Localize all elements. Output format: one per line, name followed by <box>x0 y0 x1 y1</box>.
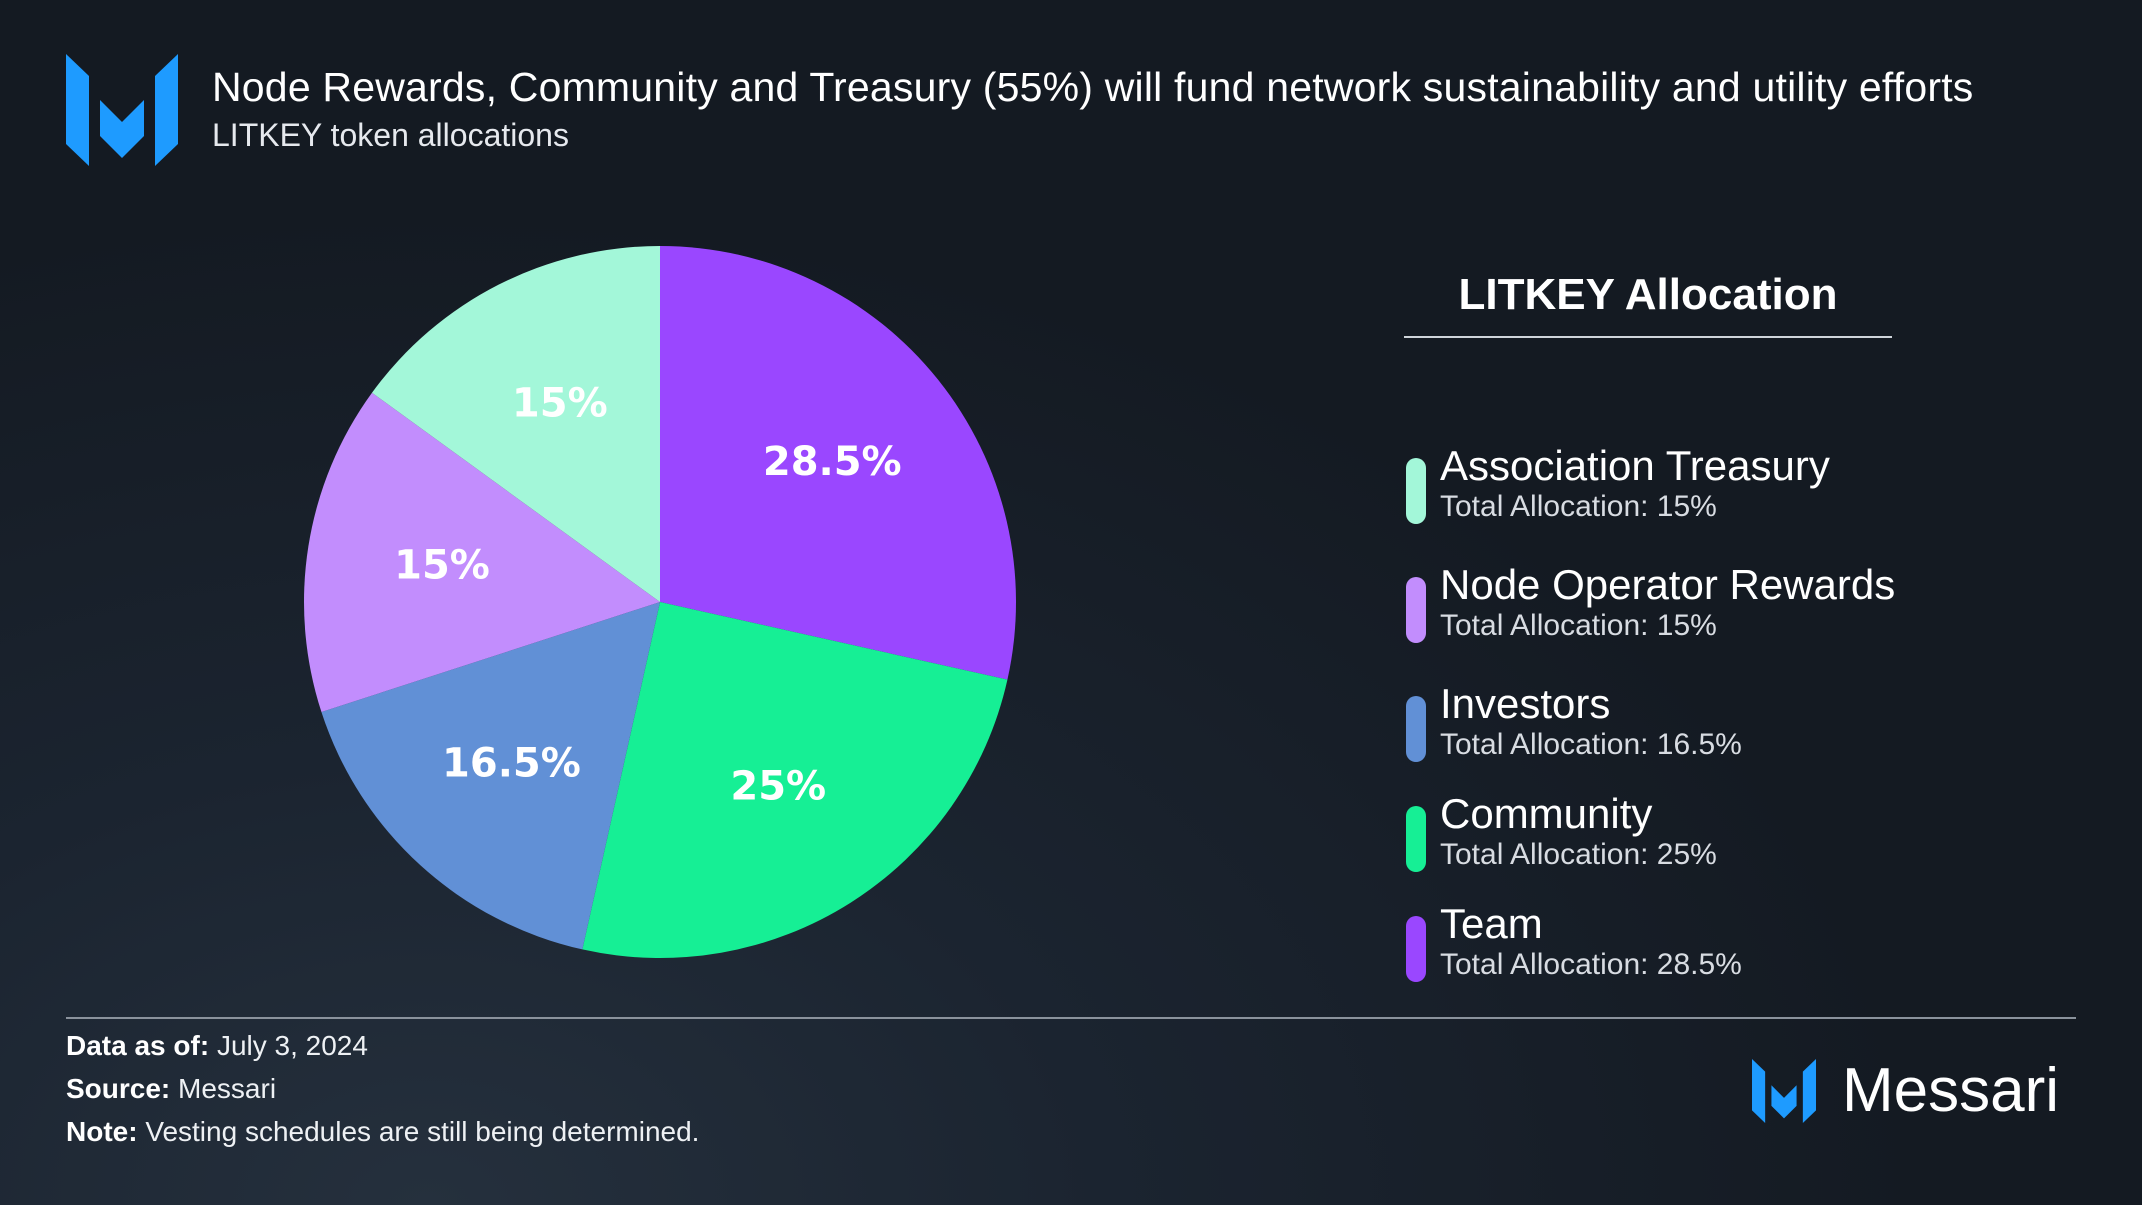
legend-title: LITKEY Allocation <box>1404 270 1892 338</box>
pie-slice-label: 16.5% <box>442 740 581 786</box>
legend-swatch <box>1406 916 1426 982</box>
pie-slice-association-treasury <box>371 245 660 602</box>
pie-slice-investors <box>321 602 660 950</box>
brand-lockup: Messari <box>1752 1056 2082 1126</box>
pie-slice-node-operator-rewards <box>304 392 660 713</box>
legend-item-node-operator-rewards: Node Operator Rewards Total Allocation: … <box>1404 561 1924 643</box>
legend-item-value: Total Allocation: 25% <box>1440 838 1717 871</box>
footer-source-value: Messari <box>178 1073 277 1104</box>
legend-item-value: Total Allocation: 15% <box>1440 490 1717 523</box>
pie-chart: 28.5% 25% 16.5% 15% 15% <box>304 245 1016 958</box>
pie-slice-community <box>582 602 1008 958</box>
legend-swatch <box>1406 458 1426 524</box>
footer-note-value: Vesting schedules are still being determ… <box>145 1116 700 1147</box>
footer-note: Note: Vesting schedules are still being … <box>66 1116 699 1148</box>
footer-data-as-of: Data as of: July 3, 2024 <box>66 1030 368 1062</box>
brand-wordmark: Messari <box>1842 1056 2060 1125</box>
legend-item-value: Total Allocation: 16.5% <box>1440 728 1742 761</box>
legend-swatch <box>1406 806 1426 872</box>
legend-item-name: Community <box>1440 790 1653 837</box>
legend-item-value: Total Allocation: 28.5% <box>1440 948 1742 981</box>
pie-slice-label: 25% <box>730 763 826 809</box>
legend-item-name: Team <box>1440 900 1543 947</box>
footer-note-label: Note: <box>66 1116 138 1147</box>
footer-data-as-of-label: Data as of: <box>66 1030 210 1061</box>
footer-data-as-of-value: July 3, 2024 <box>216 1030 368 1061</box>
pie-slice-label: 15% <box>394 542 490 588</box>
messari-logo-icon <box>66 54 178 166</box>
legend-item-team: Team Total Allocation: 28.5% <box>1404 900 1924 982</box>
footer-divider <box>66 1017 1076 1019</box>
legend-swatch <box>1406 577 1426 643</box>
legend-item-association-treasury: Association Treasury Total Allocation: 1… <box>1404 442 1924 524</box>
footer-source: Source: Messari <box>66 1073 276 1105</box>
legend-item-value: Total Allocation: 15% <box>1440 609 1717 642</box>
pie-slice-team <box>660 246 1016 680</box>
legend-item-name: Node Operator Rewards <box>1440 561 1896 608</box>
legend-item-investors: Investors Total Allocation: 16.5% <box>1404 680 1924 762</box>
legend-item-name: Investors <box>1440 680 1611 727</box>
messari-logo-icon <box>1752 1059 1816 1123</box>
legend-item-community: Community Total Allocation: 25% <box>1404 790 1924 872</box>
chart-subtitle: LITKEY token allocations <box>212 117 569 153</box>
legend-item-name: Association Treasury <box>1440 442 1830 489</box>
chart-title: Node Rewards, Community and Treasury (55… <box>212 64 1974 110</box>
legend-swatch <box>1406 696 1426 762</box>
footer-source-label: Source: <box>66 1073 171 1104</box>
pie-slice-label: 15% <box>512 380 608 426</box>
pie-slice-label: 28.5% <box>763 439 902 485</box>
legend: LITKEY Allocation Association Treasury T… <box>1404 270 1924 982</box>
footer-divider <box>1076 1017 2076 1019</box>
